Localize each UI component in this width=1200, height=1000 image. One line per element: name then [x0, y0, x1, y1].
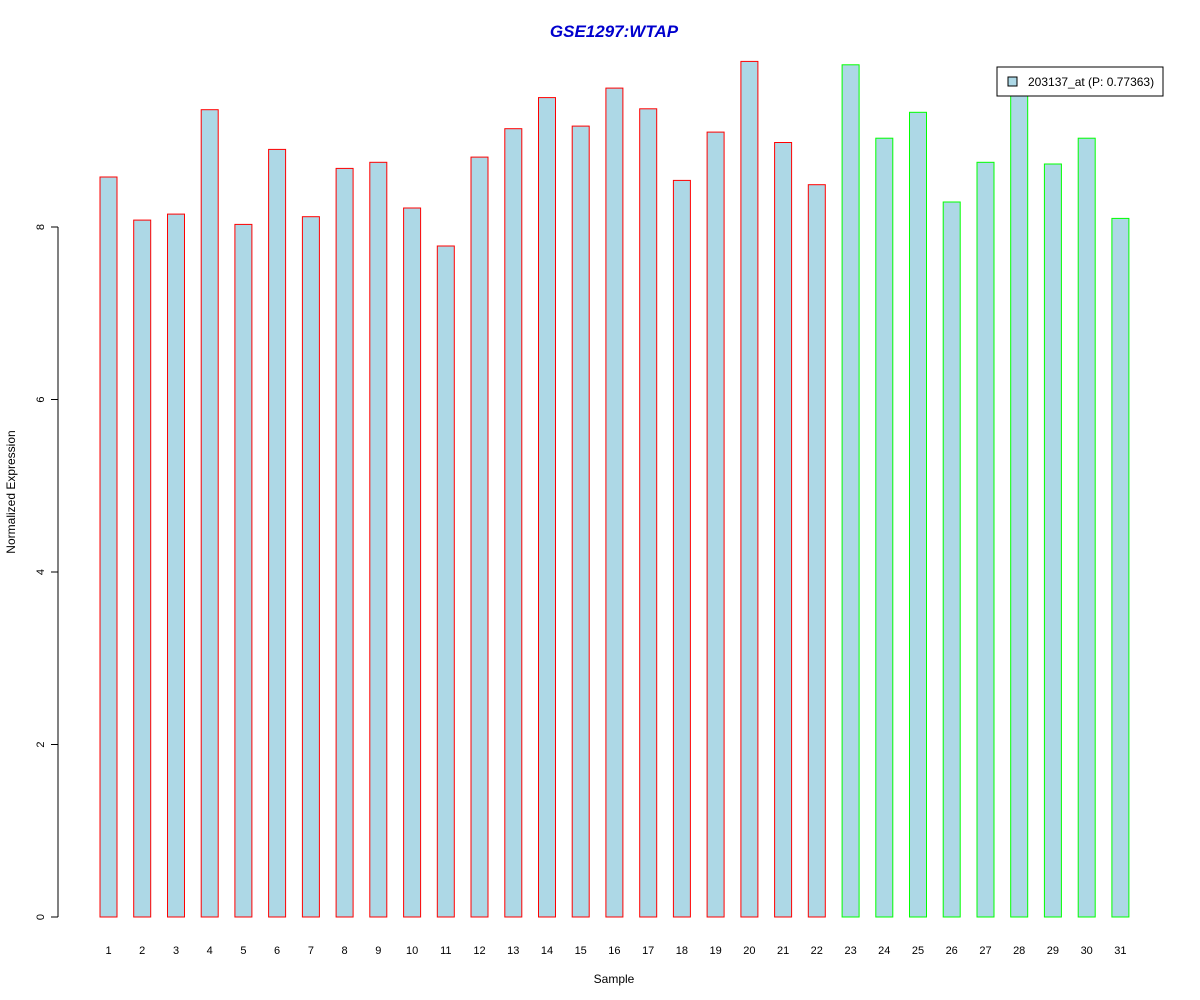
- x-tick-label: 20: [743, 945, 755, 957]
- bar-sample-11: [436, 245, 455, 918]
- x-tick-label: 1: [105, 945, 111, 957]
- x-tick-label: 14: [541, 945, 553, 957]
- bar-sample-1: [99, 176, 118, 918]
- x-tick-label: 21: [777, 945, 789, 957]
- x-tick-label: 15: [575, 945, 587, 957]
- y-tick-label: 2: [35, 741, 47, 747]
- bar-sample-23: [841, 64, 860, 918]
- bar-sample-20: [740, 60, 759, 918]
- y-axis: 0 2 4 6 8: [35, 224, 59, 920]
- bar-sample-17: [639, 108, 658, 918]
- legend-box: [996, 66, 1164, 97]
- bar-sample-13: [504, 128, 523, 918]
- bar-sample-9: [369, 161, 388, 918]
- bar-sample-28: [1010, 90, 1029, 918]
- bar-sample-5: [234, 223, 253, 918]
- x-axis-label: Sample: [594, 972, 635, 986]
- x-tick-label: 3: [173, 945, 179, 957]
- x-tick-label: 26: [946, 945, 958, 957]
- bar-sample-24: [875, 137, 894, 918]
- bar-sample-10: [403, 207, 422, 918]
- bar-sample-7: [301, 216, 320, 918]
- x-tick-label: 5: [240, 945, 246, 957]
- x-tick-label: 9: [375, 945, 381, 957]
- x-tick-label: 16: [608, 945, 620, 957]
- x-tick-label: 28: [1013, 945, 1025, 957]
- bar-sample-2: [133, 219, 152, 918]
- x-tick-label: 24: [878, 945, 890, 957]
- x-tick-label: 19: [709, 945, 721, 957]
- bar-sample-4: [200, 109, 219, 918]
- x-tick-label: 4: [207, 945, 213, 957]
- x-tick-label: 29: [1047, 945, 1059, 957]
- y-tick-label: 6: [35, 396, 47, 402]
- x-tick-label: 7: [308, 945, 314, 957]
- x-tick-label: 6: [274, 945, 280, 957]
- x-tick-label: 17: [642, 945, 654, 957]
- bar-sample-6: [268, 148, 287, 918]
- bar-sample-27: [976, 161, 995, 918]
- chart-title: GSE1297:WTAP: [550, 22, 679, 41]
- bar-sample-26: [942, 201, 961, 918]
- x-tick-label: 22: [811, 945, 823, 957]
- legend-label: 203137_at (P: 0.77363): [1028, 75, 1154, 89]
- x-tick-label: 8: [342, 945, 348, 957]
- x-tick-label: 18: [676, 945, 688, 957]
- bar-sample-15: [571, 125, 590, 918]
- y-tick-label: 0: [35, 914, 47, 920]
- x-tick-label: 25: [912, 945, 924, 957]
- bar-sample-25: [909, 111, 927, 918]
- x-tick-label: 11: [440, 945, 451, 957]
- y-axis-label: Normalized Expression: [4, 430, 18, 553]
- legend: 203137_at (P: 0.77363): [996, 66, 1164, 97]
- bar-sample-21: [774, 142, 793, 918]
- bar-sample-16: [605, 87, 624, 918]
- x-tick-label: 30: [1081, 945, 1093, 957]
- x-tick-label: 31: [1114, 945, 1126, 957]
- bar-sample-8: [335, 167, 354, 918]
- x-tick-label: 12: [473, 945, 485, 957]
- bar-sample-3: [167, 213, 185, 918]
- y-tick-label: 4: [35, 569, 47, 575]
- bar-sample-22: [807, 184, 826, 918]
- bar-sample-31: [1111, 217, 1130, 918]
- x-tick-label: 27: [979, 945, 991, 957]
- bar-sample-19: [706, 131, 725, 918]
- bar-sample-30: [1077, 137, 1096, 918]
- x-tick-label: 2: [139, 945, 145, 957]
- x-tick-label: 13: [507, 945, 519, 957]
- bar-sample-14: [538, 97, 556, 918]
- y-tick-label: 8: [35, 224, 47, 230]
- bar-sample-12: [470, 156, 489, 918]
- x-tick-label: 23: [844, 945, 856, 957]
- x-tick-label: 10: [406, 945, 418, 957]
- bar-sample-29: [1043, 163, 1062, 918]
- legend-swatch: [1007, 76, 1018, 87]
- x-tick-labels: 1 2 3 4 5 6 7 8 9 10 11 12 13 14 15 16 17 18 19 20 21 22 23 24 2…: [105, 945, 1126, 957]
- bar-sample-18: [672, 179, 691, 918]
- bars-group: [99, 60, 1130, 918]
